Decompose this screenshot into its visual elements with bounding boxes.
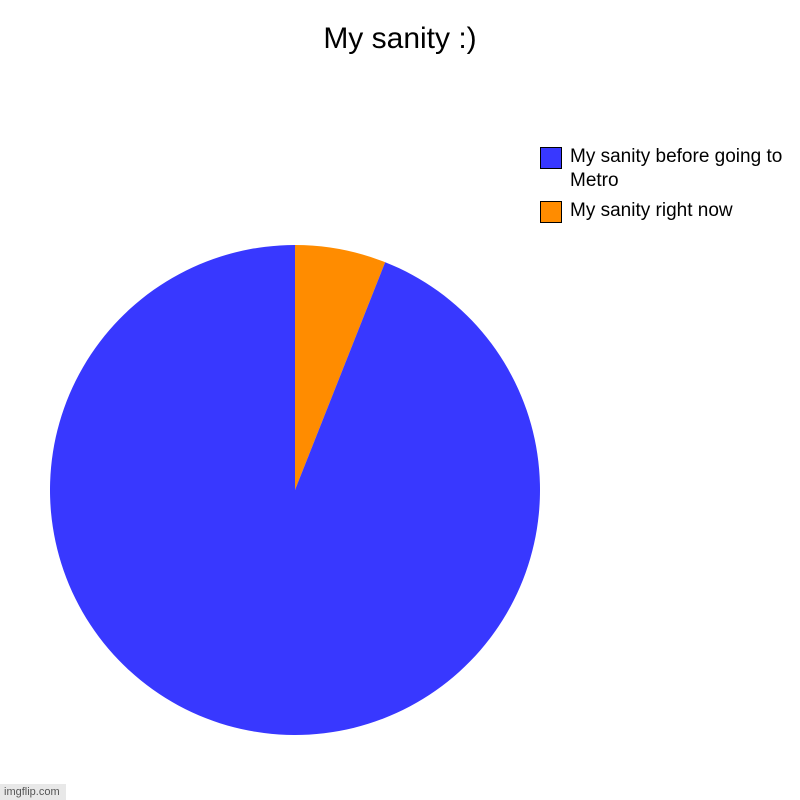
legend: My sanity before going to Metro My sanity… xyxy=(540,145,790,229)
legend-label: My sanity right now xyxy=(570,199,733,223)
watermark: imgflip.com xyxy=(0,784,66,800)
legend-item-0: My sanity before going to Metro xyxy=(540,145,790,193)
pie-chart xyxy=(0,0,800,800)
pie-slice-1 xyxy=(50,245,540,735)
legend-item-1: My sanity right now xyxy=(540,199,790,223)
legend-swatch xyxy=(540,201,562,223)
legend-swatch xyxy=(540,147,562,169)
legend-label: My sanity before going to Metro xyxy=(570,145,790,193)
